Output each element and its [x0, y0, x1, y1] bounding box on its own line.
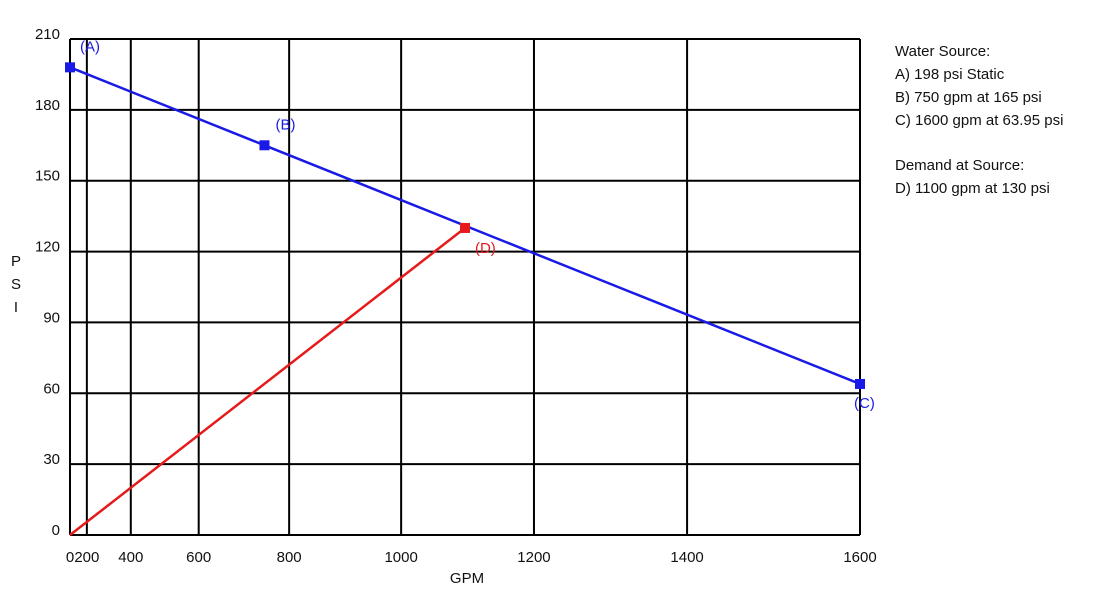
series-line: [69, 226, 466, 536]
note-line: A) 198 psi Static: [895, 66, 1005, 83]
y-tick-label: 60: [43, 380, 60, 397]
x-tick-label: 1400: [670, 549, 703, 566]
x-tick-label: 1200: [517, 549, 550, 566]
note-line: D) 1100 gpm at 130 psi: [895, 180, 1050, 197]
y-tick-label: 210: [35, 26, 60, 43]
point-marker: [855, 378, 865, 389]
y-tick-label: 30: [43, 451, 60, 468]
y-tick-label: 150: [35, 168, 60, 185]
x-tick-label: 800: [277, 549, 302, 566]
y-tick-label: 0: [52, 522, 60, 539]
y-tick-label: 120: [35, 239, 60, 256]
x-axis-label: GPM: [450, 570, 484, 587]
y-tick-label: 180: [35, 97, 60, 114]
point-label: (D): [475, 240, 496, 257]
x-tick-label: 0: [66, 549, 74, 566]
x-tick-label: 600: [186, 549, 211, 566]
point-marker: [65, 62, 75, 73]
point-marker: [459, 222, 470, 233]
y-tick-label: 90: [43, 309, 60, 326]
note-heading: Demand at Source:: [895, 157, 1024, 174]
x-tick-label: 400: [118, 549, 143, 566]
point-label: (B): [275, 116, 295, 133]
x-tick-label: 1600: [843, 549, 876, 566]
point-label: (C): [854, 395, 875, 412]
x-tick-label: 1000: [384, 549, 417, 566]
note-heading: Water Source:: [895, 43, 990, 60]
note-line: B) 750 gpm at 165 psi: [895, 89, 1042, 106]
point-marker: [259, 140, 270, 151]
note-line: C) 1600 gpm at 63.95 psi: [895, 112, 1063, 129]
point-label: (A): [80, 38, 100, 55]
x-tick-label: 200: [74, 549, 99, 566]
